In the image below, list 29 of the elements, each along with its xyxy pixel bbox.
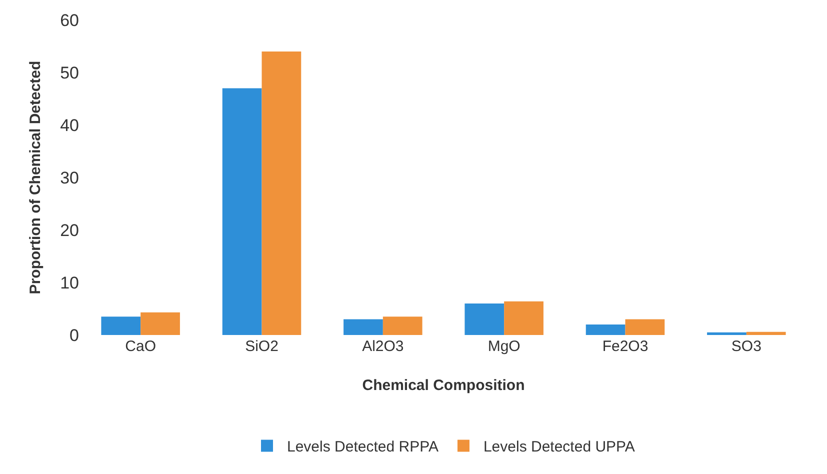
x-tick-label: Al2O3	[362, 338, 404, 355]
y-axis-title: Proportion of Chemical Detected	[27, 60, 44, 294]
y-tick-label: 20	[60, 220, 79, 240]
bar	[504, 301, 544, 335]
bar	[746, 332, 786, 335]
bar	[140, 312, 180, 335]
y-tick-label: 40	[60, 116, 79, 135]
x-tick-label: SiO2	[245, 338, 278, 355]
x-tick-label: CaO	[125, 338, 156, 355]
legend-label: Levels Detected UPPA	[483, 438, 635, 456]
bar	[382, 316, 422, 335]
bar	[625, 319, 665, 335]
x-tick-label: SO3	[731, 338, 762, 355]
y-tick-label: 60	[60, 10, 79, 30]
x-axis-title: Chemical Composition	[362, 377, 525, 394]
bar	[262, 52, 302, 335]
y-tick-label: 50	[60, 63, 79, 82]
x-tick-label: Fe2O3	[602, 338, 648, 355]
bar	[464, 304, 504, 335]
bar	[707, 332, 746, 335]
y-tick-label: 30	[60, 168, 79, 188]
y-tick-label: 10	[60, 273, 79, 292]
legend-label: Levels Detected RPPA	[287, 438, 438, 456]
bar	[344, 319, 383, 335]
x-tick-label: MgO	[488, 338, 520, 355]
bar	[101, 316, 141, 335]
bar	[222, 88, 262, 335]
bar	[586, 324, 626, 335]
y-tick-label: 0	[70, 326, 79, 345]
